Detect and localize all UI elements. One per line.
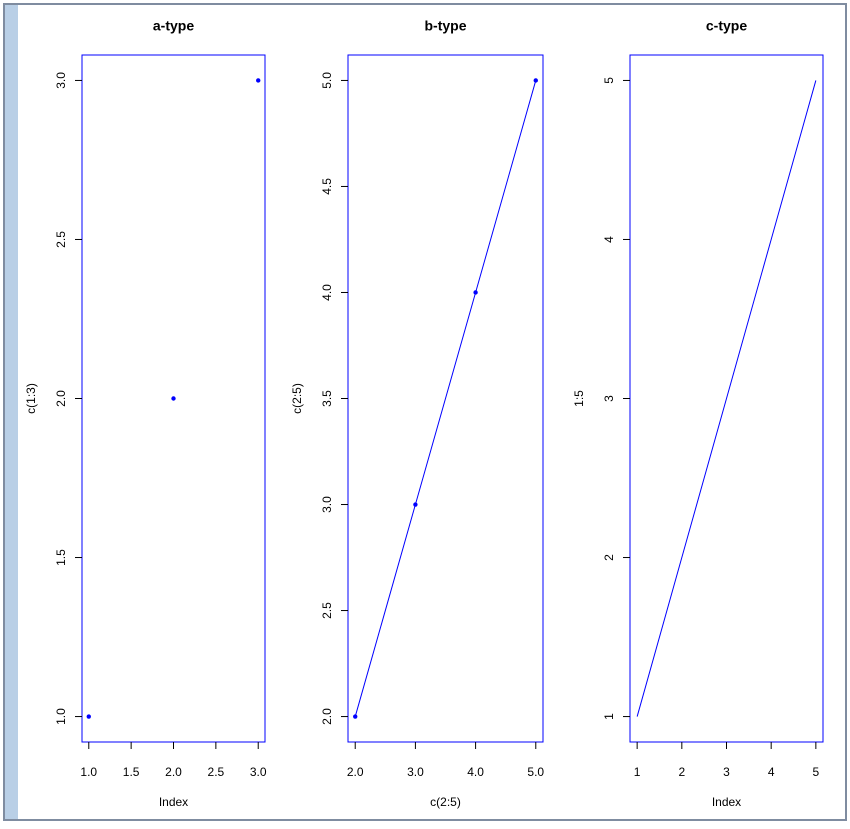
- x-tick-label: 2.0: [165, 765, 182, 779]
- y-tick-label: 2.5: [54, 231, 68, 248]
- point: [86, 714, 91, 719]
- x-tick-label: 2.0: [347, 765, 364, 779]
- chart-title: c-type: [706, 18, 747, 34]
- point: [353, 714, 358, 719]
- y-tick-label: 3: [602, 395, 616, 402]
- y-tick-label: 2.0: [54, 390, 68, 407]
- point: [533, 78, 538, 83]
- point: [256, 78, 261, 83]
- x-tick-label: 4.0: [467, 765, 484, 779]
- point: [413, 502, 418, 507]
- y-tick-label: 4.0: [320, 284, 334, 301]
- y-axis-label: c(2:5): [290, 383, 304, 414]
- x-axis-label: Index: [712, 795, 741, 809]
- x-axis-label: Index: [159, 795, 188, 809]
- y-tick-label: 3.0: [54, 72, 68, 89]
- y-tick-label: 3.0: [320, 496, 334, 513]
- y-tick-label: 1.0: [54, 708, 68, 725]
- chart-title: b-type: [425, 18, 467, 34]
- y-tick-label: 3.5: [320, 390, 334, 407]
- point: [171, 396, 176, 401]
- y-tick-label: 5.0: [320, 72, 334, 89]
- x-tick-label: 1.0: [80, 765, 97, 779]
- point: [473, 290, 478, 295]
- x-tick-label: 3: [723, 765, 730, 779]
- line: [354, 80, 537, 717]
- y-tick-label: 1.5: [54, 549, 68, 566]
- x-tick-label: 1: [634, 765, 641, 779]
- x-axis-label: c(2:5): [430, 795, 461, 809]
- x-tick-label: 5.0: [527, 765, 544, 779]
- x-tick-label: 1.5: [123, 765, 140, 779]
- line: [636, 80, 817, 717]
- y-tick-label: 2: [602, 554, 616, 561]
- y-axis-label: 1:5: [572, 390, 586, 407]
- y-tick-label: 1: [602, 713, 616, 720]
- y-tick-label: 2.5: [320, 602, 334, 619]
- side-strip: [5, 5, 18, 819]
- x-tick-label: 2: [678, 765, 685, 779]
- y-axis-label: c(1:3): [24, 383, 38, 414]
- y-tick-label: 2.0: [320, 708, 334, 725]
- x-tick-label: 2.5: [208, 765, 225, 779]
- window-frame: [3, 3, 847, 821]
- x-tick-label: 4: [768, 765, 775, 779]
- y-tick-label: 4: [602, 236, 616, 243]
- x-tick-label: 3.0: [407, 765, 424, 779]
- chart-title: a-type: [153, 18, 194, 34]
- y-tick-label: 4.5: [320, 178, 334, 195]
- y-tick-label: 5: [602, 77, 616, 84]
- x-tick-label: 5: [813, 765, 820, 779]
- x-tick-label: 3.0: [250, 765, 267, 779]
